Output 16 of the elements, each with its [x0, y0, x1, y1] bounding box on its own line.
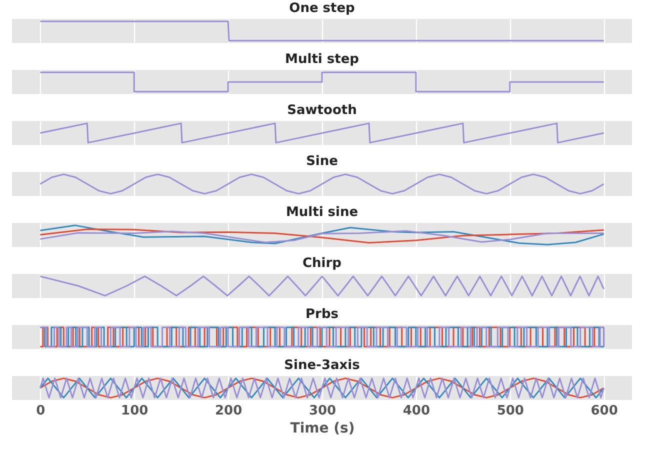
chart-title: Sine-3axis [284, 358, 360, 373]
x-tick-label: 600 [590, 404, 618, 418]
chart-title: Multi step [285, 52, 359, 67]
x-tick-label: 500 [496, 404, 524, 418]
x-tick-label: 100 [121, 404, 148, 418]
chart-title: Sawtooth [287, 103, 357, 118]
x-tick-label: 400 [402, 404, 430, 418]
chart-title: Prbs [306, 307, 339, 322]
x-tick-label: 0 [36, 404, 46, 418]
chart-title: One step [289, 1, 355, 16]
chart-title: Chirp [302, 256, 342, 271]
x-axis-title: Time (s) [290, 420, 355, 436]
x-tick-label: 300 [308, 404, 336, 418]
chart-title: Multi sine [286, 205, 358, 220]
chart-title: Sine [306, 154, 338, 169]
x-tick-label: 200 [214, 404, 242, 418]
